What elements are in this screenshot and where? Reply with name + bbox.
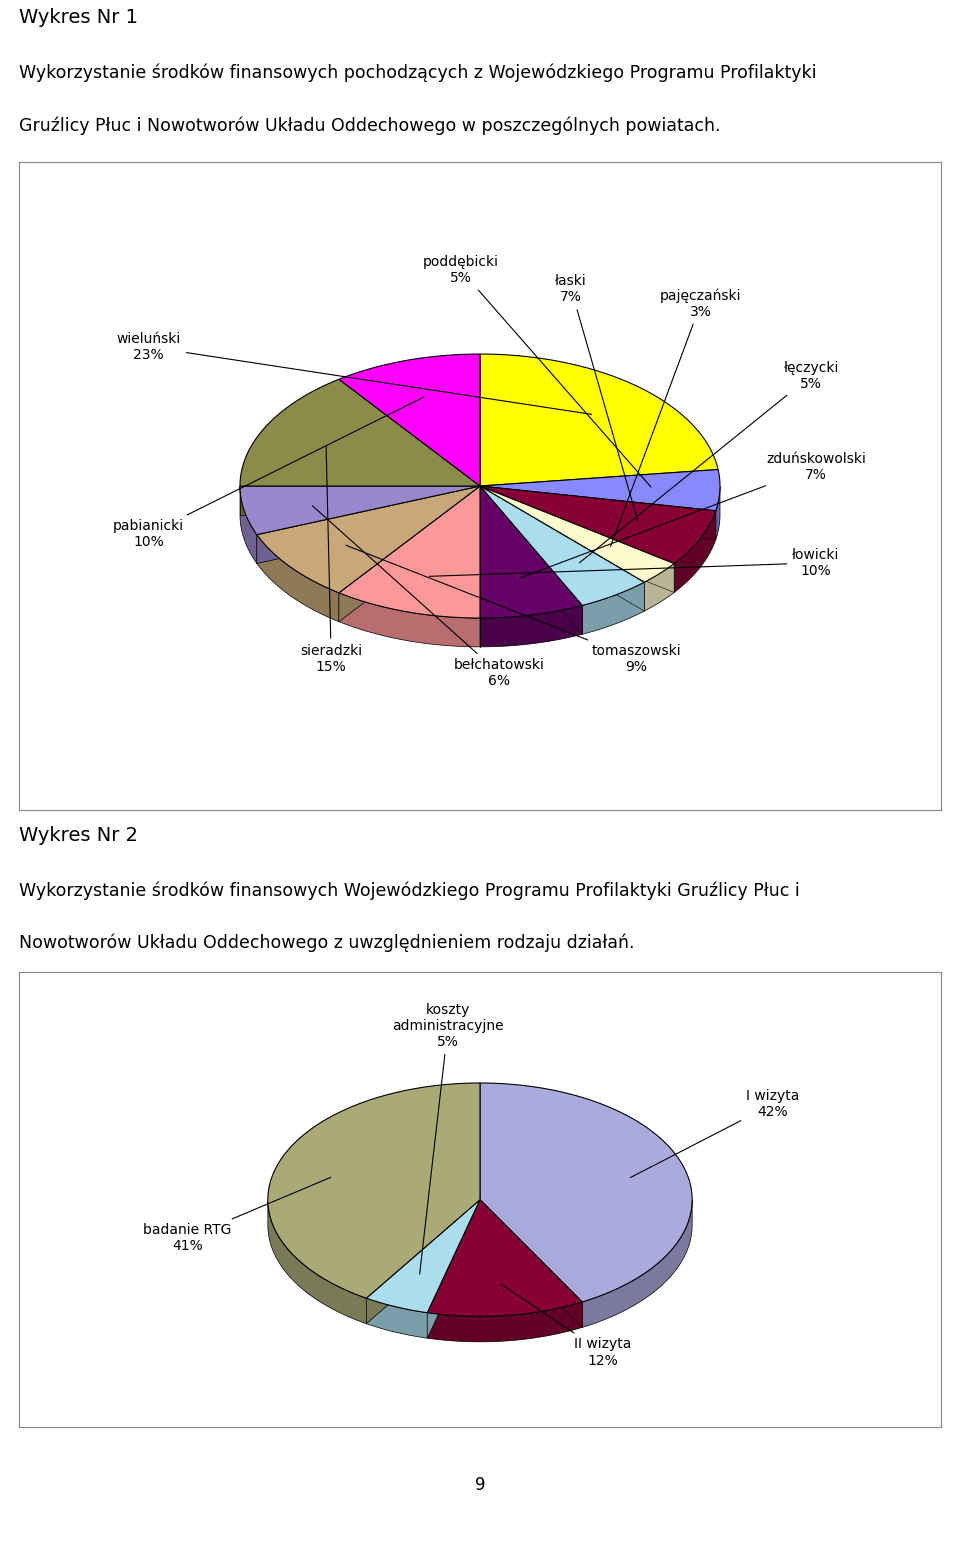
Polygon shape	[480, 486, 582, 634]
Polygon shape	[240, 486, 480, 534]
Text: sieradzki
15%: sieradzki 15%	[300, 446, 362, 674]
Polygon shape	[268, 1083, 480, 1298]
Text: poddębicki
5%: poddębicki 5%	[422, 255, 651, 488]
Polygon shape	[480, 1083, 692, 1302]
Text: 9: 9	[475, 1477, 485, 1494]
Text: zduńskowolski
7%: zduńskowolski 7%	[520, 452, 866, 577]
Polygon shape	[427, 1200, 480, 1338]
Text: tomaszowski
9%: tomaszowski 9%	[346, 545, 681, 674]
Text: II wizyta
12%: II wizyta 12%	[501, 1285, 632, 1367]
Polygon shape	[240, 486, 257, 563]
Polygon shape	[480, 486, 674, 582]
Polygon shape	[674, 511, 716, 593]
Text: Nowotworów Układu Oddechowego z uwzględnieniem rodzaju działań.: Nowotworów Układu Oddechowego z uwzględn…	[19, 934, 635, 952]
Text: Wykres Nr 1: Wykres Nr 1	[19, 8, 138, 26]
Polygon shape	[240, 380, 480, 486]
Text: łaski
7%: łaski 7%	[555, 275, 637, 522]
Text: koszty
administracyjne
5%: koszty administracyjne 5%	[393, 1003, 504, 1275]
Polygon shape	[480, 486, 674, 593]
Polygon shape	[480, 1200, 582, 1327]
Polygon shape	[339, 593, 480, 647]
Polygon shape	[257, 534, 339, 622]
Polygon shape	[480, 486, 582, 619]
Polygon shape	[367, 1200, 480, 1313]
Text: Gruźlicy Płuc i Nowotworów Układu Oddechowego w poszczególnych powiatach.: Gruźlicy Płuc i Nowotworów Układu Oddech…	[19, 116, 721, 134]
Polygon shape	[240, 486, 480, 515]
Polygon shape	[480, 605, 582, 647]
Polygon shape	[257, 486, 480, 563]
Polygon shape	[257, 486, 480, 563]
Polygon shape	[582, 1200, 692, 1327]
Polygon shape	[339, 486, 480, 622]
Polygon shape	[339, 353, 480, 486]
Polygon shape	[480, 486, 716, 563]
Polygon shape	[427, 1200, 582, 1316]
Polygon shape	[480, 353, 718, 486]
Polygon shape	[257, 486, 480, 593]
Text: pajęczański
3%: pajęczański 3%	[611, 289, 741, 546]
Polygon shape	[339, 486, 480, 622]
Text: wieluński
23%: wieluński 23%	[117, 332, 591, 415]
Polygon shape	[480, 486, 644, 605]
Text: badanie RTG
41%: badanie RTG 41%	[143, 1177, 331, 1253]
Polygon shape	[480, 1200, 582, 1327]
Text: bełchatowski
6%: bełchatowski 6%	[312, 506, 544, 688]
Polygon shape	[240, 486, 480, 515]
Polygon shape	[427, 1200, 480, 1338]
Text: łęczycki
5%: łęczycki 5%	[579, 361, 839, 563]
Polygon shape	[339, 486, 480, 619]
Polygon shape	[480, 486, 644, 611]
Text: Wykorzystanie środków finansowych pochodzących z Wojewódzkiego Programu Profilak: Wykorzystanie środków finansowych pochod…	[19, 63, 817, 82]
Polygon shape	[644, 563, 674, 611]
Polygon shape	[480, 486, 644, 611]
Polygon shape	[480, 486, 716, 540]
Text: Wykres Nr 2: Wykres Nr 2	[19, 826, 138, 844]
Polygon shape	[367, 1200, 480, 1324]
Polygon shape	[367, 1200, 480, 1324]
Polygon shape	[582, 582, 644, 634]
Text: Wykorzystanie środków finansowych Wojewódzkiego Programu Profilaktyki Gruźlicy P: Wykorzystanie środków finansowych Wojewó…	[19, 881, 800, 900]
Polygon shape	[716, 486, 720, 540]
Text: łowicki
10%: łowicki 10%	[429, 548, 840, 579]
Polygon shape	[480, 486, 716, 540]
Text: I wizyta
42%: I wizyta 42%	[631, 1089, 800, 1177]
Polygon shape	[427, 1302, 582, 1342]
Polygon shape	[480, 469, 720, 511]
Polygon shape	[268, 1202, 367, 1324]
Polygon shape	[480, 486, 582, 634]
Text: pabianicki
10%: pabianicki 10%	[113, 397, 424, 549]
Polygon shape	[367, 1298, 427, 1338]
Polygon shape	[480, 486, 674, 593]
